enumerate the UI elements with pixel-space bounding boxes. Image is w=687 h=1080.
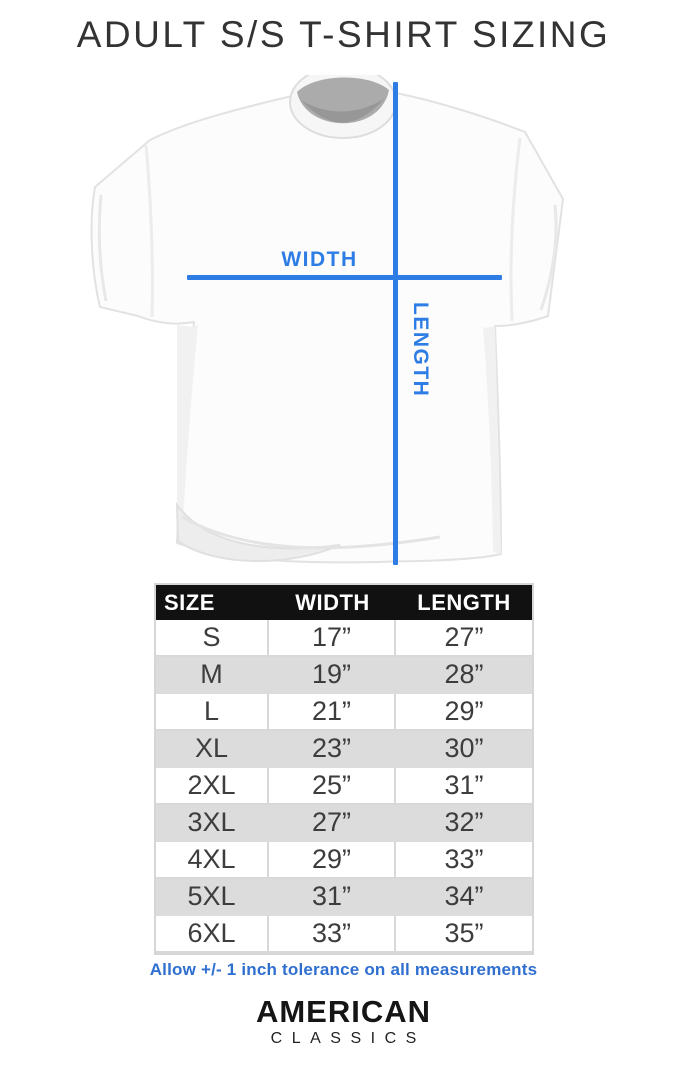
length-cell: 35” <box>396 916 532 953</box>
cuff-hem-right <box>539 204 558 311</box>
width-measure-line <box>187 275 502 280</box>
size-chart-table: SIZE WIDTH LENGTH S 17” 27” M 19” 28” L … <box>154 583 534 955</box>
cuff-hem-left <box>97 194 108 302</box>
size-cell: L <box>156 694 269 731</box>
table-row: 2XL 25” 31” <box>156 768 532 805</box>
length-cell: 30” <box>396 731 532 768</box>
brand-logo: AMERICAN CLASSICS <box>0 994 687 1048</box>
length-cell: 29” <box>396 694 532 731</box>
collar-inner-shadow <box>302 99 384 123</box>
size-cell: 6XL <box>156 916 269 953</box>
table-row: 6XL 33” 35” <box>156 916 532 953</box>
page-title: ADULT S/S T-SHIRT SIZING <box>76 14 611 55</box>
width-cell: 27” <box>269 805 396 842</box>
table-row: XL 23” 30” <box>156 731 532 768</box>
brand-name-primary: AMERICAN <box>255 994 432 1029</box>
table-row: 3XL 27” 32” <box>156 805 532 842</box>
col-header-width: WIDTH <box>269 585 396 620</box>
width-cell: 19” <box>269 657 396 694</box>
width-cell: 31” <box>269 879 396 916</box>
table-row: S 17” 27” <box>156 620 532 657</box>
width-label: WIDTH <box>281 248 358 271</box>
width-cell: 29” <box>269 842 396 879</box>
tshirt-image <box>90 75 564 564</box>
sleeve-seam-right <box>509 137 522 322</box>
width-cell: 25” <box>269 768 396 805</box>
tolerance-note: Allow +/- 1 inch tolerance on all measur… <box>149 960 538 979</box>
table-header: SIZE WIDTH LENGTH <box>156 585 532 620</box>
size-cell: XL <box>156 731 269 768</box>
table-row: 4XL 29” 33” <box>156 842 532 879</box>
length-measure-line <box>393 82 398 565</box>
tshirt-diagram: WIDTH LENGTH <box>0 75 687 580</box>
table-row: 5XL 31” 34” <box>156 879 532 916</box>
size-cell: 2XL <box>156 768 269 805</box>
size-cell: 5XL <box>156 879 269 916</box>
shirt-shading-right <box>483 326 501 554</box>
shirt-body <box>90 82 564 564</box>
hem-crease <box>181 515 441 550</box>
size-cell: M <box>156 657 269 694</box>
width-cell: 17” <box>269 620 396 657</box>
col-header-length: LENGTH <box>396 585 532 620</box>
table-body: S 17” 27” M 19” 28” L 21” 29” XL 23” 30”… <box>156 620 532 953</box>
shirt-shading-left <box>177 325 198 543</box>
header-row: SIZE WIDTH LENGTH <box>156 585 532 620</box>
length-cell: 28” <box>396 657 532 694</box>
width-cell: 21” <box>269 694 396 731</box>
table-row: M 19” 28” <box>156 657 532 694</box>
size-cell: 4XL <box>156 842 269 879</box>
hem-fold <box>175 501 341 562</box>
sleeve-seam-left <box>144 144 154 318</box>
table-row: L 21” 29” <box>156 694 532 731</box>
width-cell: 33” <box>269 916 396 953</box>
brand-name-secondary: CLASSICS <box>270 1029 426 1047</box>
col-header-size: SIZE <box>156 585 269 620</box>
length-cell: 34” <box>396 879 532 916</box>
length-label: LENGTH <box>409 302 432 398</box>
length-cell: 31” <box>396 768 532 805</box>
length-cell: 32” <box>396 805 532 842</box>
length-cell: 27” <box>396 620 532 657</box>
width-cell: 23” <box>269 731 396 768</box>
length-cell: 33” <box>396 842 532 879</box>
size-cell: S <box>156 620 269 657</box>
size-cell: 3XL <box>156 805 269 842</box>
